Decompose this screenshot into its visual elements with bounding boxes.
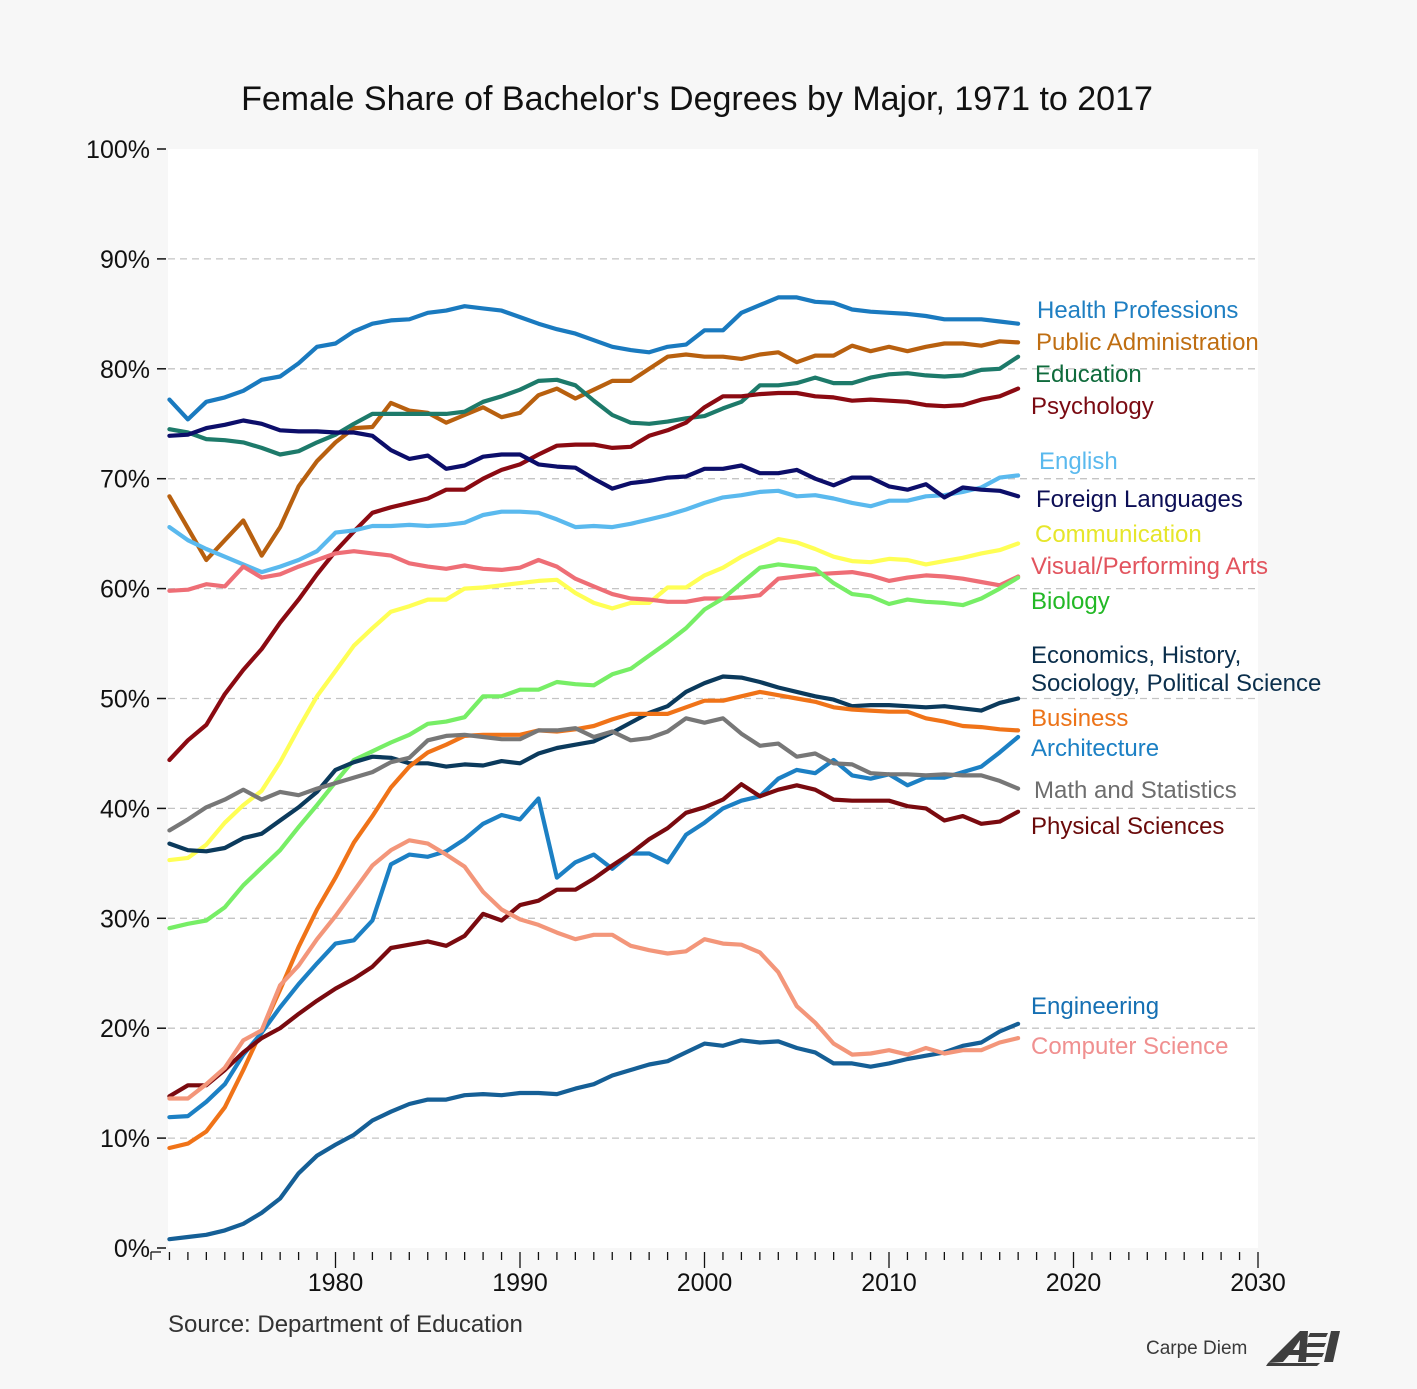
x-tick-label: 1980	[308, 1269, 364, 1297]
series-line-business	[167, 689, 1021, 1151]
y-tick-label: 0%	[114, 1235, 150, 1263]
y-axis: 0% 10% 20% 30% 40% 50% 60% 70% 80% 90% 100%	[86, 136, 166, 1263]
chart-title: Female Share of Bachelor's Degrees by Ma…	[241, 80, 1153, 118]
y-tick-label: 20%	[100, 1015, 150, 1043]
y-tick-label: 90%	[100, 246, 150, 274]
series-label-english: English	[1039, 448, 1118, 475]
series-line-english	[167, 473, 1021, 575]
series-label-biology: Biology	[1031, 588, 1110, 615]
series-line-foreign-languages	[167, 418, 1021, 500]
source-note: Source: Department of Education	[168, 1311, 523, 1338]
series-label-public-administration: Public Administration	[1036, 329, 1259, 356]
series-label-economics-history-sociology-political-science: Economics, History,	[1031, 642, 1241, 669]
series-line-education	[167, 354, 1021, 457]
series-line-economics-history-sociology-political-science	[167, 674, 1021, 854]
series-label-economics-history-sociology-political-science: Sociology, Political Science	[1031, 670, 1321, 697]
series-label-education: Education	[1035, 361, 1142, 388]
y-tick-label: 60%	[100, 576, 150, 604]
x-tick-label: 2030	[1230, 1269, 1286, 1297]
series-line-health-professions	[167, 295, 1021, 422]
aei-logo-icon	[1266, 1331, 1340, 1366]
footer-brand: Carpe Diem	[1146, 1331, 1340, 1366]
series-line-communication	[167, 536, 1021, 863]
x-tick-label: 2020	[1046, 1269, 1102, 1297]
series-line-public-administration	[167, 339, 1021, 563]
y-tick-label: 40%	[100, 795, 150, 823]
series-line-physical-sciences	[167, 782, 1021, 1099]
series-label-math-and-statistics: Math and Statistics	[1034, 777, 1237, 804]
x-axis: 1980 1990 2000 2010 2020 2030	[150, 1251, 1286, 1297]
series-line-biology	[167, 562, 1021, 931]
series-label-communication: Communication	[1035, 521, 1202, 548]
series-label-computer-science: Computer Science	[1031, 1033, 1228, 1060]
series-line-psychology	[167, 386, 1021, 763]
brand-text: Carpe Diem	[1146, 1338, 1247, 1359]
y-tick-label: 10%	[100, 1125, 150, 1153]
series-line-computer-science	[167, 838, 1021, 1101]
series-label-health-professions: Health Professions	[1037, 297, 1238, 324]
series-line-architecture	[167, 734, 1021, 1120]
series-lines	[167, 295, 1021, 1242]
series-line-visual-performing-arts	[167, 549, 1021, 604]
y-tick-label: 50%	[100, 686, 150, 714]
x-tick-label: 2010	[861, 1269, 917, 1297]
series-label-business: Business	[1031, 705, 1128, 732]
x-tick-label: 2000	[677, 1269, 733, 1297]
series-label-psychology: Psychology	[1031, 393, 1154, 420]
series-label-physical-sciences: Physical Sciences	[1031, 813, 1224, 840]
series-line-engineering	[167, 1021, 1021, 1242]
y-tick-label: 70%	[100, 466, 150, 494]
series-label-foreign-languages: Foreign Languages	[1036, 486, 1243, 513]
series-label-visual-performing-arts: Visual/Performing Arts	[1031, 553, 1268, 580]
y-tick-label: 100%	[86, 136, 150, 164]
y-tick-label: 80%	[100, 356, 150, 384]
series-label-architecture: Architecture	[1031, 735, 1159, 762]
series-line-math-and-statistics	[167, 716, 1021, 833]
series-labels: Health Professions Public Administration E…	[1031, 297, 1321, 1060]
y-tick-label: 30%	[100, 905, 150, 933]
series-label-engineering: Engineering	[1031, 993, 1159, 1020]
x-tick-label: 1990	[492, 1269, 548, 1297]
